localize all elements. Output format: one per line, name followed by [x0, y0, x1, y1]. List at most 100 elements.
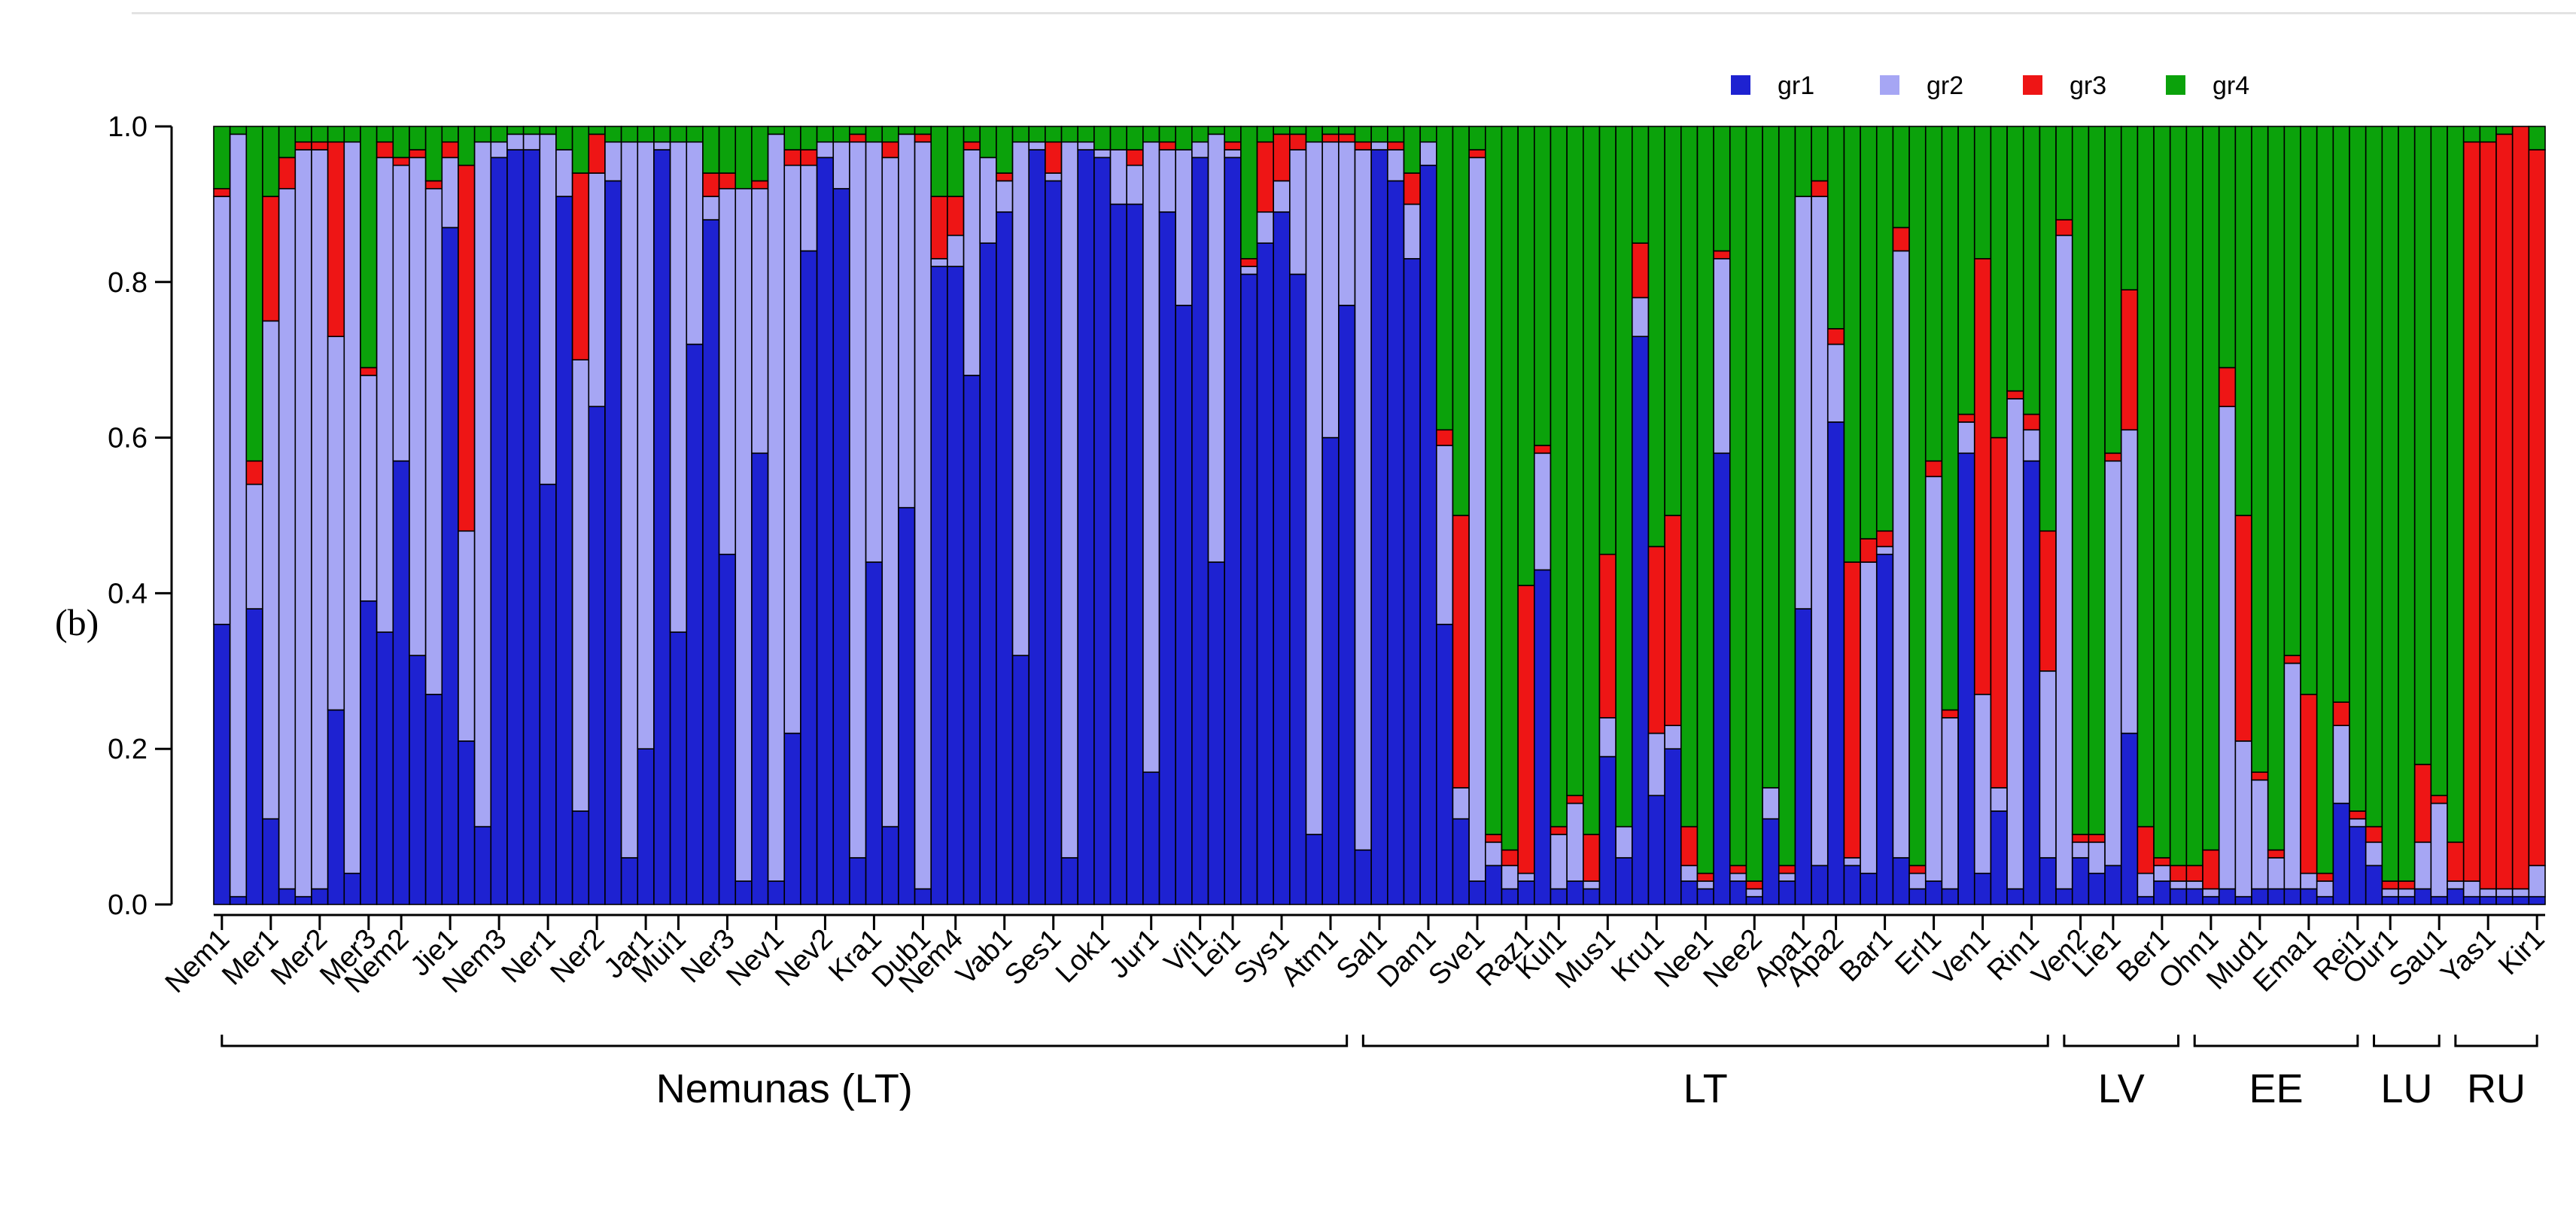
bar-4-gr4 — [278, 126, 297, 159]
bar-84-gr2 — [1583, 880, 1601, 890]
bar-61-gr2 — [1207, 133, 1225, 563]
bar-100-gr1 — [1843, 865, 1861, 905]
bar-115-gr3 — [2088, 834, 2106, 844]
bar-109-gr2 — [1990, 787, 2008, 812]
bar-5-gr4 — [294, 126, 312, 143]
bar-118-gr2 — [2137, 872, 2155, 898]
bar-139-gr4 — [2479, 126, 2497, 143]
x-tick-label-33: Nee2 — [1698, 923, 1769, 994]
bar-134-gr3 — [2398, 880, 2416, 890]
bar-106-gr1 — [1941, 888, 1959, 905]
bar-59-gr2 — [1175, 149, 1193, 306]
bar-1-gr4 — [229, 126, 248, 135]
bar-124-gr2 — [2234, 740, 2252, 898]
bar-31-gr3 — [718, 172, 737, 190]
bar-138-gr4 — [2462, 126, 2481, 143]
bar-133-gr1 — [2381, 895, 2399, 905]
bar-79-gr3 — [1501, 849, 1519, 867]
bar-90-gr4 — [1680, 126, 1699, 828]
bar-35-gr1 — [783, 732, 801, 905]
bar-85-gr1 — [1598, 755, 1616, 905]
x-tick-label-49: Yas1 — [2435, 923, 2502, 990]
y-tick-label-0: 0.0 — [108, 889, 148, 921]
bar-142-gr4 — [2528, 126, 2546, 150]
bar-12-gr4 — [409, 126, 427, 150]
bar-88-gr1 — [1647, 795, 1665, 905]
bar-49-gr4 — [1011, 126, 1030, 143]
bar-113-gr1 — [2055, 888, 2073, 905]
bar-36-gr2 — [800, 164, 818, 252]
bars-layer — [213, 126, 2546, 905]
bar-26-gr4 — [637, 126, 655, 143]
bar-101-gr1 — [1860, 872, 1878, 905]
bar-29-gr4 — [686, 126, 704, 143]
bar-0-gr4 — [213, 126, 231, 190]
legend-swatch-gr1 — [1731, 75, 1750, 95]
group-label-2: LV — [2098, 1066, 2145, 1111]
bar-63-gr3 — [1240, 257, 1258, 267]
bar-137-gr4 — [2447, 126, 2465, 844]
bar-136-gr4 — [2430, 126, 2448, 797]
x-tick-label-26: Dan1 — [1371, 923, 1442, 994]
bar-9-gr3 — [360, 366, 378, 376]
bar-2-gr3 — [245, 460, 263, 485]
bar-69-gr3 — [1338, 133, 1356, 143]
bar-110-gr2 — [2006, 398, 2024, 890]
bar-94-gr4 — [1745, 126, 1763, 882]
bar-126-gr2 — [2267, 857, 2286, 890]
bar-139-gr3 — [2479, 141, 2497, 890]
bar-79-gr2 — [1501, 865, 1519, 890]
bar-121-gr4 — [2185, 126, 2203, 867]
bar-95-gr4 — [1762, 126, 1780, 789]
bar-92-gr1 — [1713, 452, 1731, 905]
group-label-3: EE — [2249, 1066, 2304, 1111]
bar-130-gr2 — [2332, 725, 2350, 804]
bar-118-gr4 — [2137, 126, 2155, 828]
bar-59-gr4 — [1175, 126, 1193, 150]
bar-76-gr4 — [1452, 126, 1470, 516]
bar-112-gr4 — [2039, 126, 2057, 532]
bar-99-gr3 — [1826, 328, 1845, 345]
bar-19-gr4 — [522, 126, 541, 135]
bar-114-gr2 — [2071, 841, 2090, 859]
bar-9-gr4 — [360, 126, 378, 369]
group-label-4: LU — [2380, 1066, 2432, 1111]
bar-82-gr3 — [1550, 825, 1568, 835]
bar-18-gr1 — [506, 149, 525, 905]
bar-62-gr4 — [1224, 126, 1242, 143]
bar-137-gr2 — [2447, 880, 2465, 890]
bar-84-gr3 — [1583, 834, 1601, 882]
bar-90-gr2 — [1680, 865, 1699, 882]
bar-78-gr1 — [1485, 865, 1503, 905]
bar-6-gr3 — [311, 141, 329, 150]
bar-15-gr1 — [458, 740, 476, 905]
bar-117-gr4 — [2120, 126, 2139, 290]
bar-130-gr1 — [2332, 802, 2350, 905]
bar-29-gr2 — [686, 141, 704, 345]
panel-label: (b) — [55, 601, 99, 643]
bar-104-gr2 — [1908, 872, 1927, 890]
bar-24-gr4 — [604, 126, 622, 143]
bar-22-gr1 — [571, 810, 590, 905]
bar-43-gr4 — [914, 126, 932, 135]
bar-109-gr1 — [1990, 810, 2008, 905]
bar-57-gr4 — [1142, 126, 1160, 143]
bar-93-gr4 — [1729, 126, 1747, 867]
bar-3-gr1 — [262, 818, 280, 905]
bar-29-gr1 — [686, 343, 704, 905]
bar-17-gr2 — [490, 141, 508, 159]
bar-101-gr3 — [1860, 538, 1878, 563]
bar-86-gr2 — [1615, 825, 1633, 859]
bar-20-gr1 — [539, 483, 557, 905]
bar-7-gr2 — [327, 336, 345, 711]
bar-87-gr1 — [1632, 336, 1650, 905]
bar-132-gr4 — [2365, 126, 2383, 828]
bar-69-gr1 — [1338, 305, 1356, 905]
bar-38-gr2 — [832, 141, 850, 190]
bar-1-gr1 — [229, 895, 248, 905]
bar-14-gr2 — [441, 157, 459, 229]
bar-32-gr4 — [734, 126, 753, 190]
bar-129-gr3 — [2316, 872, 2334, 882]
bar-27-gr1 — [653, 149, 671, 905]
bar-73-gr4 — [1403, 126, 1421, 174]
